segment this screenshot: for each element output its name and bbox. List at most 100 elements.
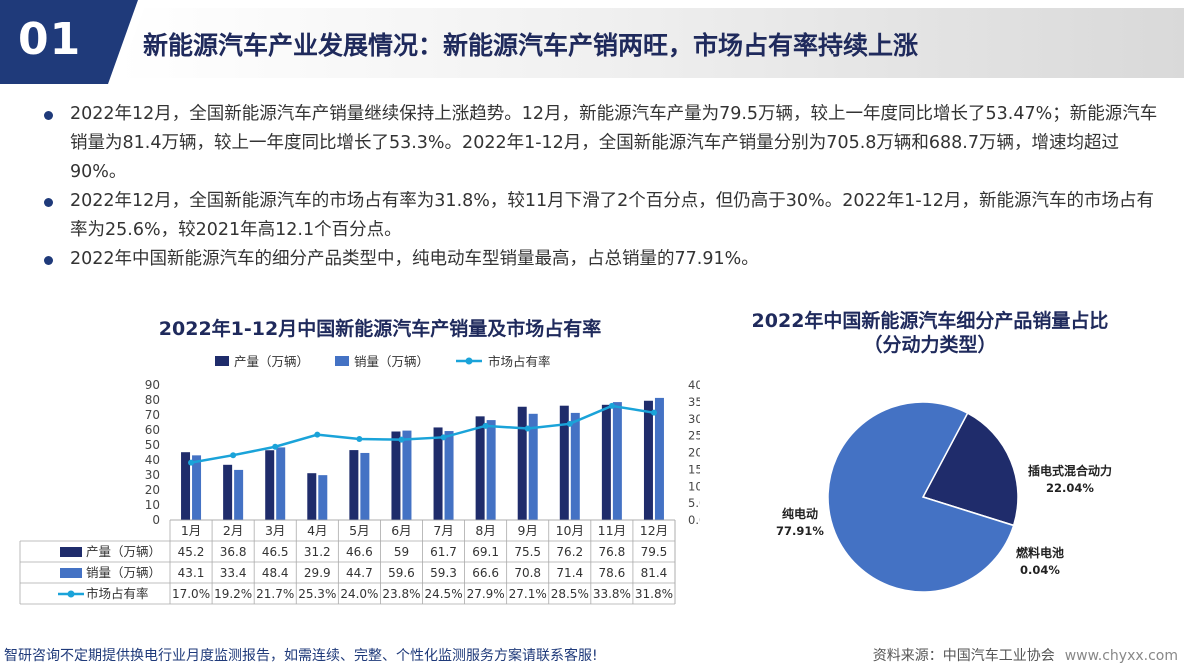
- table-cell-value: 46.5: [262, 545, 289, 559]
- bar-sales: [570, 412, 580, 520]
- table-cell-value: 19.2%: [214, 587, 252, 601]
- pie-label: 纯电动: [782, 506, 818, 521]
- right-axis-tick: 20.0%: [688, 446, 700, 460]
- table-cell-value: 43.1: [178, 566, 205, 580]
- bar-production: [349, 450, 359, 520]
- bar-production: [223, 464, 233, 520]
- table-cell-value: 78.6: [599, 566, 626, 580]
- bar-sales: [486, 420, 496, 520]
- left-axis-tick: 30: [145, 468, 160, 482]
- table-cell-value: 24.0%: [340, 587, 378, 601]
- right-axis-tick: 40.0%: [688, 378, 700, 392]
- pie-value-label: 22.04%: [1046, 481, 1094, 495]
- bar-sales: [276, 447, 286, 520]
- pie-label: 燃料电池: [1016, 545, 1064, 560]
- table-cell-value: 76.8: [599, 545, 626, 559]
- legend-swatch: [335, 356, 349, 366]
- legend-label: 产量（万辆）: [234, 354, 309, 369]
- bullet-item: 2022年12月，全国新能源汽车的市场占有率为31.8%，较11月下滑了2个百分…: [40, 187, 1160, 245]
- table-cell-value: 59.3: [430, 566, 457, 580]
- bullet-list: 2022年12月，全国新能源汽车产销量继续保持上涨趋势。12月，新能源汽车产量为…: [40, 100, 1160, 274]
- table-cell-value: 59: [394, 545, 409, 559]
- point-market-share: [566, 420, 573, 427]
- bar-production: [559, 405, 569, 520]
- right-axis-tick: 30.0%: [688, 412, 700, 426]
- table-row-swatch: [60, 547, 82, 557]
- left-axis-tick: 70: [145, 408, 160, 422]
- bar-sales: [402, 430, 412, 520]
- point-market-share: [272, 443, 279, 450]
- bar-production: [307, 473, 317, 520]
- section-number: 01: [18, 14, 82, 65]
- table-cell-value: 59.6: [388, 566, 415, 580]
- table-row-swatch-marker: [67, 590, 75, 598]
- table-cell-value: 33.8%: [593, 587, 631, 601]
- bar-sales: [612, 402, 622, 520]
- bullet-item: 2022年中国新能源汽车的细分产品类型中，纯电动车型销量最高，占总销量的77.9…: [40, 245, 1160, 274]
- table-row-label: 产量（万辆）: [86, 544, 161, 559]
- page-title: 新能源汽车产业发展情况：新能源汽车产销两旺，市场占有率持续上涨: [143, 31, 919, 60]
- legend-label: 销量（万辆）: [354, 354, 429, 369]
- table-category-label: 8月: [475, 523, 495, 538]
- site-url[interactable]: www.chyxx.com: [1064, 648, 1178, 664]
- table-cell-value: 21.7%: [256, 587, 294, 601]
- bar-sales: [192, 455, 202, 520]
- point-market-share: [440, 434, 447, 441]
- table-cell-value: 61.7: [430, 545, 457, 559]
- table-category-label: 1月: [181, 523, 201, 538]
- bar-sales: [444, 431, 454, 520]
- left-axis-tick: 40: [145, 453, 160, 467]
- right-axis-tick: 15.0%: [688, 462, 700, 476]
- table-row-swatch: [60, 568, 82, 578]
- bar-production: [433, 427, 443, 520]
- table-cell-value: 70.8: [514, 566, 541, 580]
- point-market-share: [398, 436, 405, 443]
- table-cell-value: 31.2: [304, 545, 331, 559]
- table-category-label: 12月: [640, 523, 668, 538]
- left-axis-tick: 60: [145, 423, 160, 437]
- right-axis-tick: 0.0%: [688, 513, 700, 527]
- table-cell-value: 44.7: [346, 566, 373, 580]
- pie-value-label: 0.04%: [1020, 563, 1060, 577]
- bar-production: [517, 406, 527, 520]
- bar-chart-title: 2022年1-12月中国新能源汽车产销量及市场占有率: [158, 318, 602, 340]
- left-axis-tick: 0: [152, 513, 160, 527]
- point-market-share: [608, 402, 615, 409]
- point-market-share: [482, 422, 489, 429]
- bullet-item: 2022年12月，全国新能源汽车产销量继续保持上涨趋势。12月，新能源汽车产量为…: [40, 100, 1160, 187]
- table-category-label: 10月: [556, 523, 584, 538]
- table-category-label: 3月: [265, 523, 285, 538]
- table-category-label: 6月: [391, 523, 411, 538]
- table-cell-value: 79.5: [641, 545, 668, 559]
- footer-source: 资料来源：中国汽车工业协会 www.chyxx.com: [873, 645, 1178, 665]
- table-cell-value: 71.4: [556, 566, 583, 580]
- header: 01 新能源汽车产业发展情况：新能源汽车产销两旺，市场占有率持续上涨: [0, 0, 1190, 84]
- right-axis-tick: 5.0%: [688, 496, 700, 510]
- table-cell-value: 27.9%: [467, 587, 505, 601]
- pie-chart-title: 2022年中国新能源汽车细分产品销量占比: [751, 310, 1109, 332]
- bar-production: [181, 452, 191, 520]
- table-cell-value: 36.8: [220, 545, 247, 559]
- table-cell-value: 75.5: [514, 545, 541, 559]
- table-cell-value: 66.6: [472, 566, 499, 580]
- bar-sales: [318, 475, 328, 520]
- table-cell-value: 23.8%: [382, 587, 420, 601]
- table-row-label: 销量（万辆）: [86, 565, 161, 580]
- right-axis-tick: 35.0%: [688, 395, 700, 409]
- table-cell-value: 46.6: [346, 545, 373, 559]
- bar-production: [265, 450, 275, 520]
- table-cell-value: 76.2: [556, 545, 583, 559]
- bar-production: [601, 404, 611, 520]
- table-cell-value: 48.4: [262, 566, 289, 580]
- table-category-label: 4月: [307, 523, 327, 538]
- table-cell-value: 17.0%: [172, 587, 210, 601]
- footer-note: 智研咨询不定期提供换电行业月度监测报告，如需连续、完整、个性化监测服务方案请联系…: [4, 648, 598, 664]
- bar-production: [475, 416, 485, 520]
- table-cell-value: 69.1: [472, 545, 499, 559]
- bar-sales: [528, 413, 538, 520]
- legend-swatch: [215, 356, 229, 366]
- point-market-share: [356, 436, 363, 442]
- line-market-share: [190, 404, 655, 464]
- right-axis-tick: 10.0%: [688, 479, 700, 493]
